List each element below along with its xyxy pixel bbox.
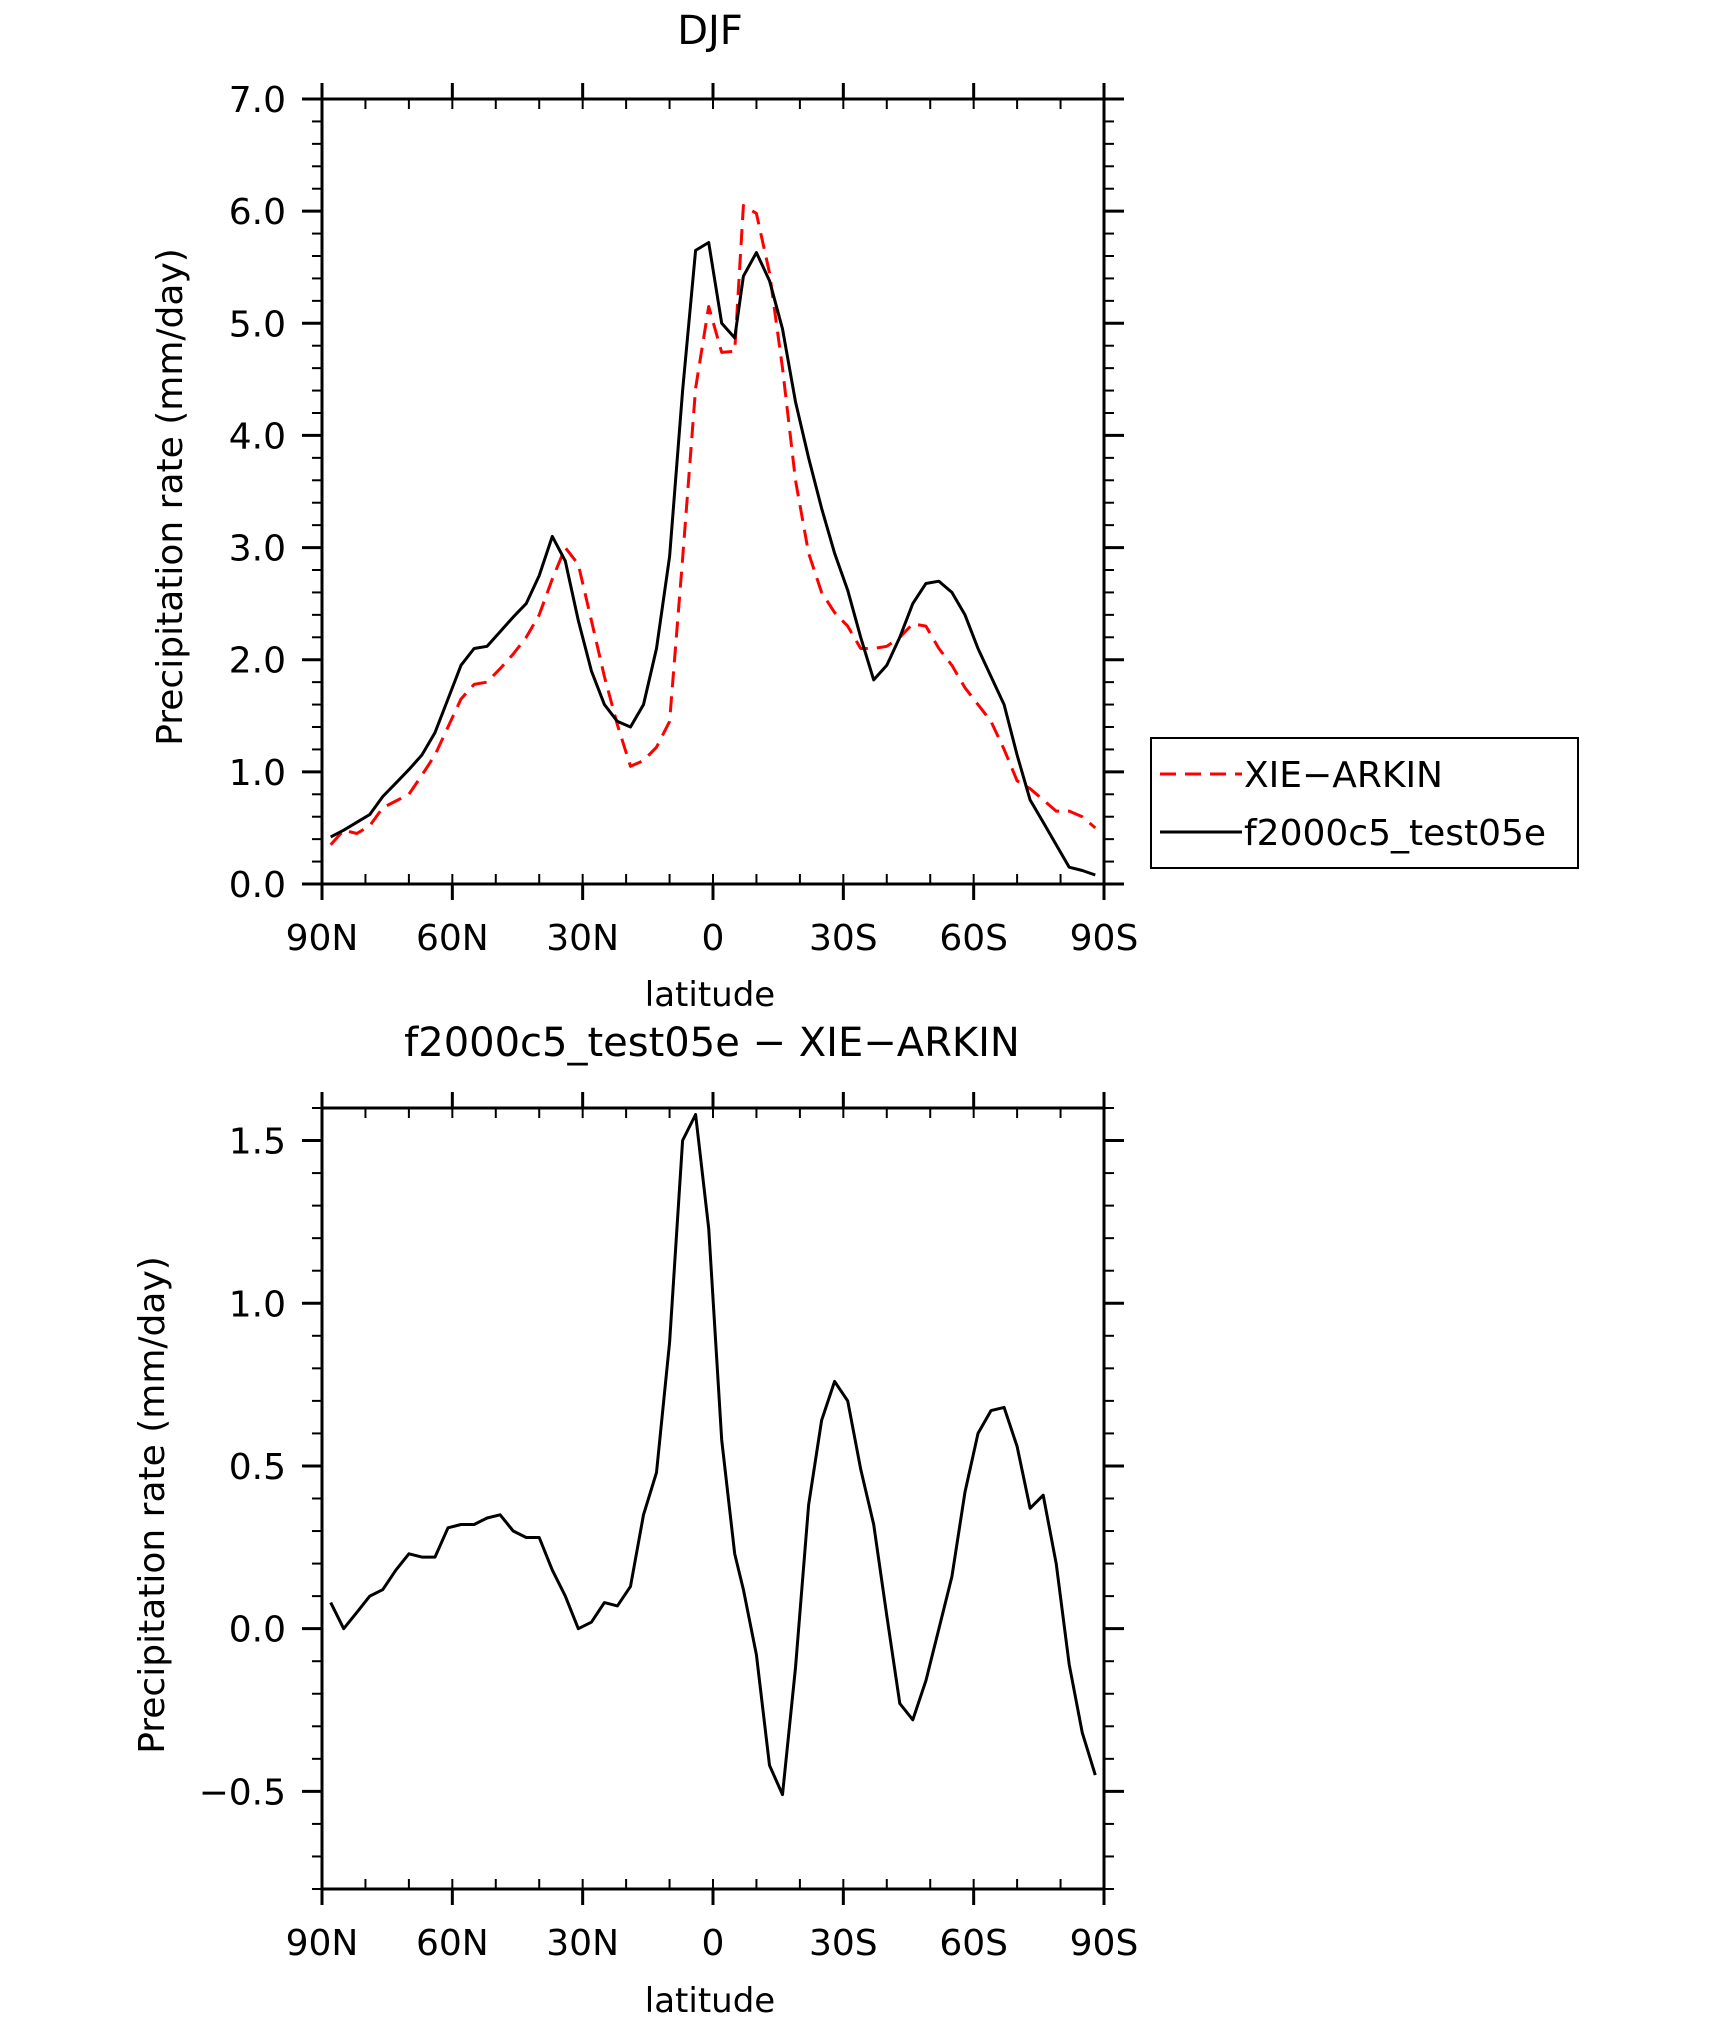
top-axis-ticks: 90N 60N 30N 0 30S 60S 90S 0.0 1.0 2.0 3.0 4.0 5.0 6.0… — [229, 80, 1139, 959]
panel-bottom-chart: f2000c5_test05e − XIE−ARKIN Precipitatio… — [132, 1020, 1138, 2021]
x-tick-label: 60S — [939, 918, 1008, 959]
y-tick-label: 0.5 — [229, 1447, 286, 1488]
x-tick-label: 0 — [702, 1923, 725, 1964]
bottom-axis-ticks: 90N 60N 30N 0 30S 60S 90S −0.5 0.0 0.5 1.0 1.5 — [199, 1092, 1139, 1964]
bottom-y-axis-label: Precipitation rate (mm/day) — [132, 1256, 173, 1754]
x-tick-label: 90S — [1070, 918, 1139, 959]
y-tick-label: −0.5 — [199, 1772, 286, 1813]
legend: XIE−ARKIN f2000c5_test05e — [1150, 737, 1579, 869]
y-tick-label: 6.0 — [229, 192, 286, 233]
x-tick-label: 90N — [286, 1923, 359, 1964]
y-tick-label: 3.0 — [229, 529, 286, 570]
y-tick-label: 7.0 — [229, 80, 286, 121]
bottom-x-axis-label: latitude — [645, 1981, 775, 2021]
top-x-axis-label: latitude — [645, 975, 775, 1015]
y-tick-label: 4.0 — [229, 416, 286, 457]
x-tick-label: 30S — [809, 918, 878, 959]
top-chart-title: DJF — [677, 8, 743, 54]
y-tick-label: 1.0 — [229, 1284, 286, 1325]
x-tick-label: 60N — [416, 1923, 489, 1964]
top-y-axis-label: Precipitation rate (mm/day) — [150, 248, 191, 746]
bottom-chart-title: f2000c5_test05e − XIE−ARKIN — [404, 1020, 1020, 1066]
series-line-f2000c5-test05e — [330, 241, 1096, 877]
y-tick-label: 1.5 — [229, 1122, 286, 1163]
x-tick-label: 60N — [416, 918, 489, 959]
series-line-xie-arkin — [329, 204, 1097, 846]
legend-label-f2000c5-test05e: f2000c5_test05e — [1244, 813, 1546, 854]
y-tick-label: 2.0 — [229, 641, 286, 682]
y-tick-label: 0.0 — [229, 865, 286, 906]
bottom-plot-series — [329, 1113, 1097, 1797]
legend-box — [1150, 737, 1579, 869]
bottom-plot-frame — [320, 1106, 1106, 1891]
x-tick-label: 0 — [702, 918, 725, 959]
x-tick-label: 30N — [546, 918, 619, 959]
series-line-difference — [329, 1113, 1097, 1797]
legend-label-xie-arkin: XIE−ARKIN — [1244, 755, 1443, 796]
x-tick-label: 90S — [1070, 1923, 1139, 1964]
top-plot-frame — [320, 97, 1106, 886]
x-tick-label: 30N — [546, 1923, 619, 1964]
x-tick-label: 90N — [286, 918, 359, 959]
panel-top-chart: DJF Precipitation rate (mm/day) latitude… — [150, 8, 1138, 1015]
y-tick-label: 0.0 — [229, 1610, 286, 1651]
y-tick-label: 1.0 — [229, 753, 286, 794]
top-plot-series — [329, 204, 1097, 877]
y-tick-label: 5.0 — [229, 304, 286, 345]
x-tick-label: 30S — [809, 1923, 878, 1964]
x-tick-label: 60S — [939, 1923, 1008, 1964]
